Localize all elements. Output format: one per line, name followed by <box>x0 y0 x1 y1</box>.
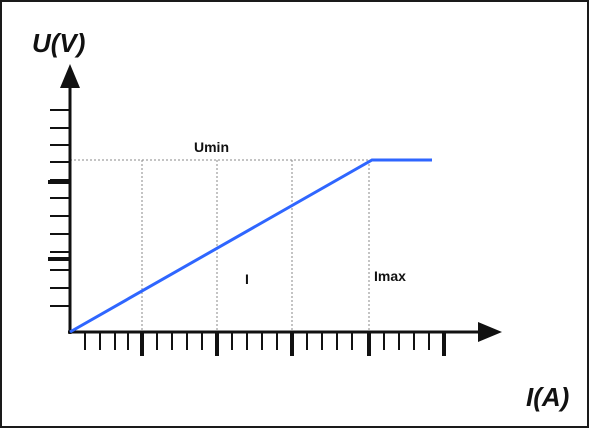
x-axis-major-ticks <box>140 332 446 356</box>
x-axis-arrowhead <box>478 322 502 342</box>
imax-label: Imax <box>374 268 406 284</box>
umin-label: Umin <box>194 139 229 155</box>
characteristic-curve <box>69 158 432 334</box>
y-axis-arrowhead <box>60 64 80 88</box>
x-axis-ticks <box>84 332 430 350</box>
y-axis-title: U(V) <box>32 28 85 58</box>
x-axis-title: I(A) <box>526 382 569 412</box>
guide-lines <box>70 159 370 332</box>
y-axis-ticks <box>50 109 70 307</box>
y-axis-major-ticks <box>48 180 70 261</box>
mid-label: I <box>245 271 249 287</box>
